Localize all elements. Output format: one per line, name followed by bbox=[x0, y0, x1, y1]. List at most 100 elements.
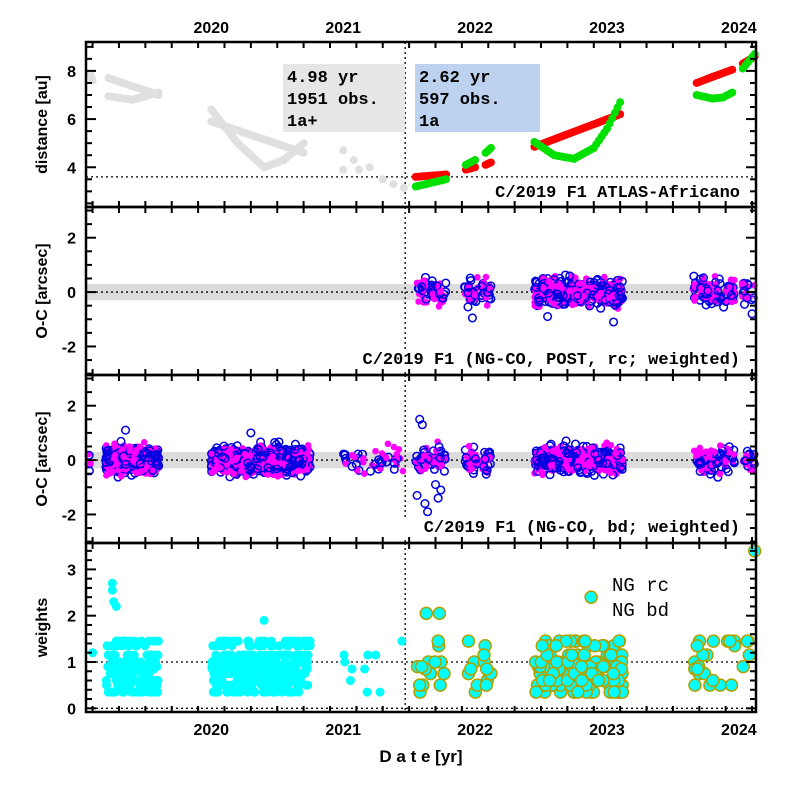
weight-point-rc-bd bbox=[604, 648, 618, 662]
residual-dec-point bbox=[573, 463, 583, 473]
weight-point-rc-bd bbox=[433, 678, 447, 692]
weight-point-bd bbox=[208, 641, 218, 651]
weight-point-bd bbox=[339, 650, 349, 660]
weight-point-rc-bd bbox=[542, 673, 557, 688]
geocentric-point bbox=[616, 98, 625, 107]
residual-ra-point bbox=[716, 470, 724, 478]
weight-point-bd bbox=[261, 664, 271, 674]
weight-point-bd bbox=[102, 680, 112, 690]
residual-outlier-point bbox=[121, 425, 131, 435]
residual-ra-point bbox=[577, 280, 584, 287]
residual-ra-point bbox=[238, 467, 246, 475]
x-tick-label-top: 2023 bbox=[589, 20, 625, 37]
weight-point-rc-bd bbox=[414, 659, 429, 674]
residual-ra-point bbox=[558, 285, 566, 292]
residual-ra-point bbox=[474, 274, 481, 281]
residual-dec-point bbox=[461, 453, 471, 463]
residual-dec-point bbox=[689, 271, 699, 281]
residual-ra-point bbox=[108, 469, 115, 476]
panel-title: C/2019 F1 (NG-CO, POST, rc; weighted) bbox=[363, 351, 740, 370]
weight-point-rc-bd bbox=[690, 639, 705, 653]
residual-ra-point bbox=[693, 451, 701, 459]
residual-outlier-point bbox=[747, 309, 757, 319]
pre-fit-point bbox=[339, 165, 348, 174]
residual-dec-point bbox=[412, 451, 422, 461]
y-axis-label: O-C [arcsec] bbox=[34, 243, 51, 338]
info-box-line: 2.62 yr bbox=[419, 69, 490, 88]
residual-ra-point bbox=[562, 461, 570, 468]
residual-dec-point bbox=[145, 446, 155, 456]
residual-dec-point bbox=[463, 288, 473, 298]
residual-dec-point bbox=[596, 281, 606, 291]
residual-dec-point bbox=[705, 469, 715, 479]
residual-outlier-point bbox=[415, 414, 425, 424]
residual-ra-point bbox=[271, 458, 278, 466]
residual-dec-point bbox=[712, 297, 722, 307]
y-tick-label: 0 bbox=[67, 453, 76, 470]
weight-point-bd bbox=[305, 636, 315, 646]
weight-point-bd bbox=[144, 657, 154, 667]
residual-ra-point bbox=[399, 467, 407, 475]
residual-ra-point bbox=[233, 454, 241, 461]
weight-point-rc-bd bbox=[591, 673, 606, 688]
residual-dec-point bbox=[531, 282, 541, 292]
residual-ra-point bbox=[601, 466, 608, 474]
weight-point-bd bbox=[360, 664, 370, 674]
info-box-line: 1951 obs. bbox=[287, 91, 379, 110]
y-tick-label: 4 bbox=[67, 160, 76, 177]
weight-point-bd bbox=[301, 664, 311, 674]
residual-dec-point bbox=[703, 286, 713, 296]
weight-point-bd bbox=[107, 585, 117, 595]
residual-ra-point bbox=[230, 470, 238, 478]
info-box bbox=[283, 64, 405, 132]
residual-ra-point bbox=[126, 445, 134, 453]
weight-point-bd bbox=[232, 687, 242, 697]
residual-ra-point bbox=[481, 455, 489, 462]
residual-dec-point bbox=[263, 463, 273, 473]
weight-point-bd bbox=[147, 687, 157, 697]
residual-dec-point bbox=[481, 469, 491, 479]
residual-ra-point bbox=[384, 440, 392, 448]
residual-dec-point bbox=[439, 466, 449, 476]
residual-ra-point bbox=[227, 446, 235, 453]
residual-ra-point bbox=[586, 445, 594, 452]
residual-dec-point bbox=[471, 454, 481, 464]
residual-dec-point bbox=[561, 436, 571, 446]
residual-dec-point bbox=[389, 464, 399, 474]
residual-ra-point bbox=[422, 463, 430, 471]
weight-point-bd bbox=[140, 669, 150, 679]
residual-ra-point bbox=[553, 449, 560, 456]
pre-fit-point bbox=[399, 183, 408, 192]
weight-point-bd bbox=[118, 687, 128, 697]
info-box-line: 597 obs. bbox=[419, 91, 501, 110]
residual-dec-point bbox=[596, 278, 606, 288]
residual-ra-point bbox=[87, 460, 94, 467]
weight-point-bd bbox=[277, 680, 287, 690]
residual-dec-point bbox=[432, 281, 442, 291]
residual-ra-point bbox=[427, 456, 435, 463]
pre-fit-distances-point bbox=[154, 88, 163, 97]
y-tick-label: 1 bbox=[67, 655, 76, 672]
residual-outlier-point bbox=[420, 499, 430, 509]
geocentric-point bbox=[728, 88, 737, 97]
residual-ra-point bbox=[274, 473, 282, 480]
residual-ra-point bbox=[465, 442, 473, 450]
residual-ra-point bbox=[547, 462, 555, 469]
weight-point-bd bbox=[110, 662, 120, 672]
residual-dec-point bbox=[598, 458, 608, 468]
residual-outlier-point bbox=[430, 480, 441, 490]
weight-point-bd bbox=[246, 662, 256, 672]
weight-point-rc-bd bbox=[688, 678, 702, 692]
residual-ra-point bbox=[738, 280, 746, 288]
weight-point-bd bbox=[250, 687, 260, 697]
residual-dec-point bbox=[102, 446, 112, 456]
residual-ra-point bbox=[699, 277, 707, 285]
residual-ra-point bbox=[726, 283, 734, 290]
weight-point-bd bbox=[280, 636, 290, 646]
residual-ra-point bbox=[580, 292, 588, 300]
weight-point-bd bbox=[142, 680, 152, 690]
residual-ra-point bbox=[421, 277, 428, 284]
residual-ra-point bbox=[471, 291, 478, 299]
residual-dec-point bbox=[727, 290, 737, 301]
